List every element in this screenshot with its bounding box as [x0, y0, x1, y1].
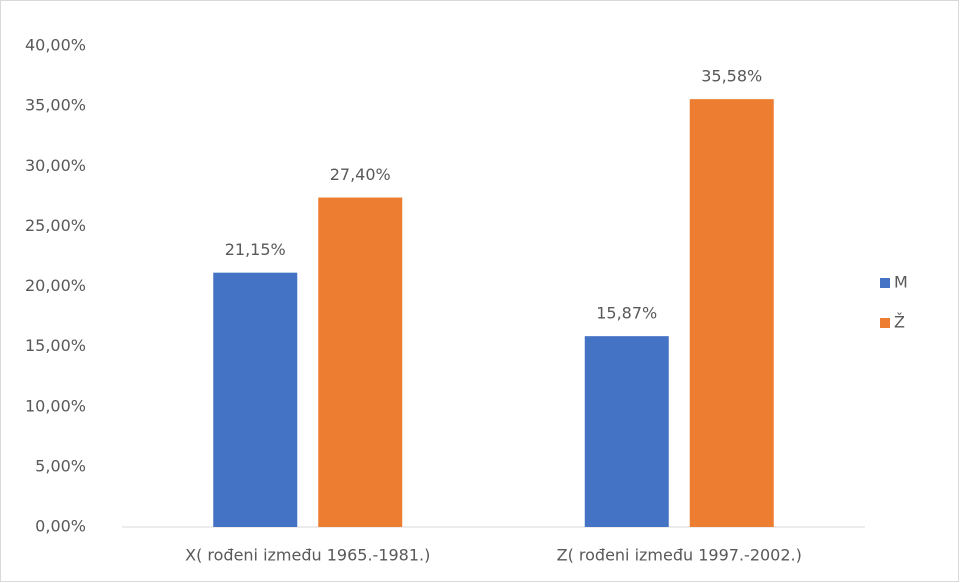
- y-tick-label: 5,00%: [35, 456, 86, 475]
- bar: [689, 99, 774, 527]
- y-tick-label: 35,00%: [25, 96, 86, 115]
- bar: [318, 197, 403, 527]
- legend-label: M: [894, 273, 908, 292]
- y-tick-label: 10,00%: [25, 396, 86, 415]
- y-tick-label: 25,00%: [25, 216, 86, 235]
- legend-swatch: [880, 318, 890, 328]
- data-label: 35,58%: [701, 67, 762, 86]
- y-tick-label: 20,00%: [25, 276, 86, 295]
- bar: [213, 272, 298, 527]
- legend-label: Ž: [894, 313, 905, 332]
- data-label: 15,87%: [596, 304, 657, 323]
- y-tick-label: 30,00%: [25, 156, 86, 175]
- y-tick-label: 40,00%: [25, 36, 86, 55]
- x-tick-label: X( rođeni između 1965.-1981.): [185, 546, 430, 565]
- legend-swatch: [880, 278, 890, 288]
- y-tick-label: 15,00%: [25, 336, 86, 355]
- y-tick-label: 0,00%: [35, 517, 86, 536]
- data-label: 27,40%: [330, 165, 391, 184]
- x-tick-label: Z( rođeni između 1997.-2002.): [557, 546, 802, 565]
- data-label: 21,15%: [225, 240, 286, 259]
- bar: [584, 336, 669, 527]
